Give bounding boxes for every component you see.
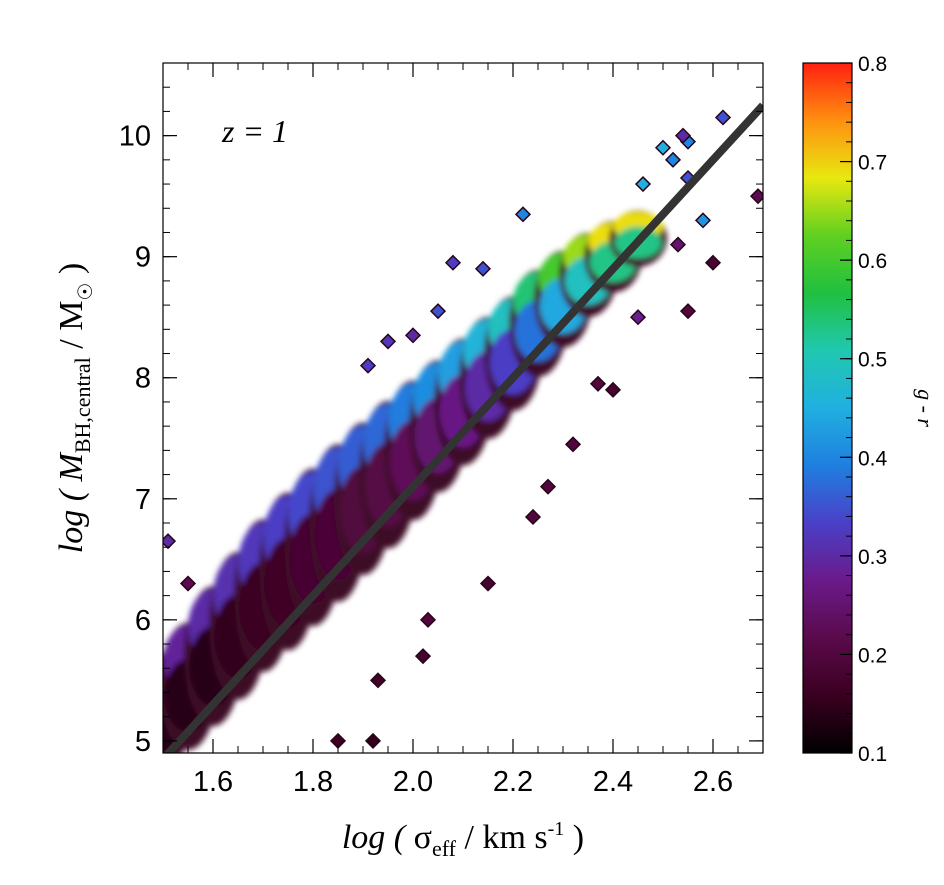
outlier-point bbox=[674, 127, 692, 144]
outlier-point bbox=[359, 357, 377, 374]
y-axis-label: log ( MBH,central / M☉ ) bbox=[53, 263, 97, 553]
outlier-point bbox=[664, 151, 682, 168]
outlier-point bbox=[474, 260, 492, 277]
outlier-point bbox=[694, 212, 712, 229]
x-tick-label: 2.2 bbox=[493, 766, 533, 798]
x-tick-label: 2.6 bbox=[693, 766, 733, 798]
outlier-point bbox=[419, 611, 437, 628]
outlier-point bbox=[404, 327, 422, 344]
colorbar-tick-label: 0.5 bbox=[858, 349, 887, 372]
outlier-point bbox=[514, 206, 532, 223]
colorbar-tick-label: 0.3 bbox=[858, 546, 887, 569]
outlier-point bbox=[629, 309, 647, 326]
colorbar-ticks: 0.1 0.2 0.3 0.4 0.5 0.6 0.7 0.8 bbox=[840, 53, 888, 766]
y-tick-label: 7 bbox=[135, 484, 151, 516]
y-tick-label: 8 bbox=[135, 363, 151, 395]
density-layer bbox=[163, 109, 763, 753]
colorbar-label: g - r bbox=[913, 389, 938, 427]
outlier-point bbox=[444, 254, 462, 271]
outlier-point bbox=[679, 303, 697, 320]
redshift-annotation: z = 1 bbox=[221, 113, 288, 149]
fit-line bbox=[163, 102, 763, 753]
y-tick-label: 10 bbox=[119, 121, 151, 153]
outlier-point bbox=[179, 575, 197, 592]
outlier-point bbox=[634, 175, 652, 193]
outlier-point bbox=[369, 672, 387, 689]
outlier-point bbox=[414, 648, 432, 665]
x-tick-label: 1.6 bbox=[193, 766, 233, 798]
outlier-point bbox=[479, 575, 497, 592]
outlier-point bbox=[539, 478, 557, 495]
x-tick-label: 1.8 bbox=[293, 766, 333, 798]
outlier-point bbox=[704, 254, 722, 271]
outlier-point bbox=[379, 333, 397, 350]
outlier-point bbox=[669, 236, 687, 253]
outlier-point bbox=[654, 139, 672, 156]
colorbar-tick-label: 0.8 bbox=[858, 53, 887, 76]
outlier-point bbox=[604, 381, 622, 398]
x-axis-label: log ( σeff / km s-1 ) bbox=[342, 818, 584, 861]
colorbar-tick-label: 0.2 bbox=[858, 644, 887, 667]
colorbar-tick-label: 0.7 bbox=[858, 152, 887, 175]
outlier-point bbox=[429, 303, 447, 320]
colorbar-tick-label: 0.4 bbox=[858, 447, 888, 470]
y-tick-label: 5 bbox=[135, 726, 151, 758]
y-tick-label: 9 bbox=[135, 242, 151, 274]
outlier-point bbox=[524, 508, 542, 526]
y-tick-label: 6 bbox=[135, 605, 151, 637]
x-tick-label: 2.4 bbox=[593, 766, 633, 798]
x-axis-ticks: 1.6 1.8 2.0 2.2 2.4 2.6 bbox=[162, 63, 764, 798]
colorbar bbox=[802, 62, 853, 754]
colorbar-tick-label: 0.1 bbox=[858, 743, 887, 766]
y-axis-ticks: 5 6 7 8 9 10 bbox=[119, 86, 763, 758]
outlier-point bbox=[364, 732, 382, 749]
outlier-point bbox=[714, 109, 732, 126]
outlier-point bbox=[564, 436, 582, 453]
x-tick-label: 2.0 bbox=[393, 766, 433, 798]
outlier-point bbox=[329, 732, 347, 749]
outlier-point bbox=[589, 375, 607, 392]
colorbar-tick-label: 0.6 bbox=[858, 250, 887, 273]
